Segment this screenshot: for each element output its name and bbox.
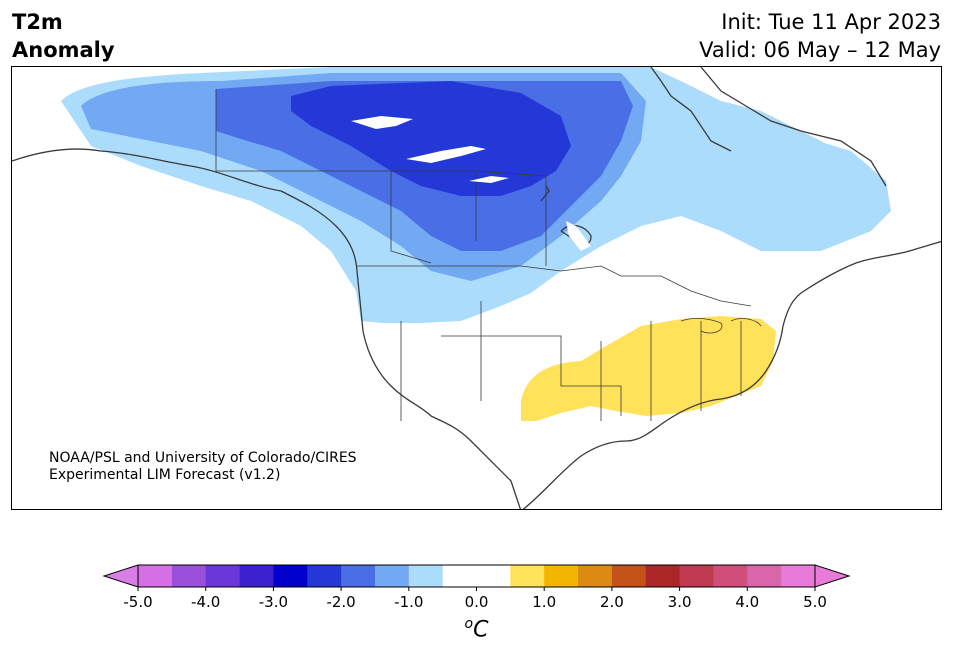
colorbar-tick-label: 4.0 bbox=[735, 593, 759, 611]
colorbar-tick-label: -4.0 bbox=[191, 593, 220, 611]
colorbar-segment bbox=[510, 565, 545, 587]
credit-line-1: NOAA/PSL and University of Colorado/CIRE… bbox=[49, 450, 357, 466]
colorbar-tick-label: 3.0 bbox=[668, 593, 692, 611]
credit-line-2: Experimental LIM Forecast (v1.2) bbox=[49, 467, 281, 483]
colorbar-tick-label: -1.0 bbox=[394, 593, 423, 611]
colorbar: -5.0 -4.0 -3.0 -2.0 -1.0 0.0 1.0 2.0 3.0 4.0 5.0 bbox=[102, 564, 851, 611]
lake-3 bbox=[469, 176, 509, 183]
anomaly-region-blue-3 bbox=[291, 81, 571, 196]
colorbar-segment bbox=[341, 565, 376, 587]
colorbar-segment bbox=[713, 565, 748, 587]
map-canvas bbox=[12, 67, 941, 509]
credit-text: NOAA/PSL and University of Colorado/CIRE… bbox=[49, 450, 357, 484]
colorbar-segment bbox=[138, 565, 173, 587]
colorbar-tick-label: -3.0 bbox=[259, 593, 288, 611]
units-degree: o bbox=[464, 616, 474, 632]
colorbar-tick-label: 1.0 bbox=[532, 593, 556, 611]
colorbar-segment bbox=[205, 565, 241, 587]
colorbar-segment bbox=[374, 565, 410, 587]
colorbar-segment bbox=[611, 565, 647, 587]
anomaly-map bbox=[11, 66, 942, 510]
colorbar-over-extension bbox=[814, 564, 851, 588]
map-title: T2m Anomaly bbox=[12, 8, 115, 64]
colorbar-segment bbox=[476, 565, 511, 587]
political-borders bbox=[215, 89, 752, 421]
colorbar-segment bbox=[544, 565, 579, 587]
lake-4 bbox=[566, 221, 591, 251]
colorbar-tick-label: -2.0 bbox=[326, 593, 355, 611]
title-line-1: T2m bbox=[12, 10, 63, 34]
colorbar-tick-label: 5.0 bbox=[803, 593, 827, 611]
colorbar-segment bbox=[408, 565, 444, 587]
colorbar-segment bbox=[273, 565, 308, 587]
valid-date: Valid: 06 May – 12 May bbox=[699, 38, 941, 62]
colorbar-segment bbox=[645, 565, 681, 587]
colorbar-tick-label: 0.0 bbox=[465, 593, 489, 611]
colorbar-segment bbox=[781, 565, 816, 587]
anomaly-region-yellow bbox=[521, 316, 776, 421]
colorbar-tick-label: -5.0 bbox=[123, 593, 152, 611]
init-date: Init: Tue 11 Apr 2023 bbox=[721, 10, 941, 34]
colorbar-segment bbox=[679, 565, 714, 587]
lake-2 bbox=[406, 146, 486, 163]
title-line-2: Anomaly bbox=[12, 38, 115, 62]
great-lakes bbox=[680, 317, 762, 334]
colorbar-segment bbox=[239, 565, 274, 587]
colorbar-segment bbox=[171, 565, 207, 587]
colorbar-segment bbox=[747, 565, 782, 587]
colorbar-segment bbox=[442, 565, 477, 587]
colorbar-segment bbox=[307, 565, 342, 587]
units-label: C bbox=[473, 617, 489, 643]
forecast-dates: Init: Tue 11 Apr 2023 Valid: 06 May – 12… bbox=[699, 8, 941, 64]
anomaly-region-light-blue-east bbox=[746, 136, 891, 236]
colorbar-under-extension bbox=[102, 564, 139, 588]
lake-1 bbox=[351, 116, 413, 129]
colorbar-tick-label: 2.0 bbox=[600, 593, 624, 611]
neutral-region-arctic bbox=[651, 67, 941, 231]
colorbar-units: oC bbox=[0, 616, 953, 642]
colorbar-segment bbox=[578, 565, 613, 587]
